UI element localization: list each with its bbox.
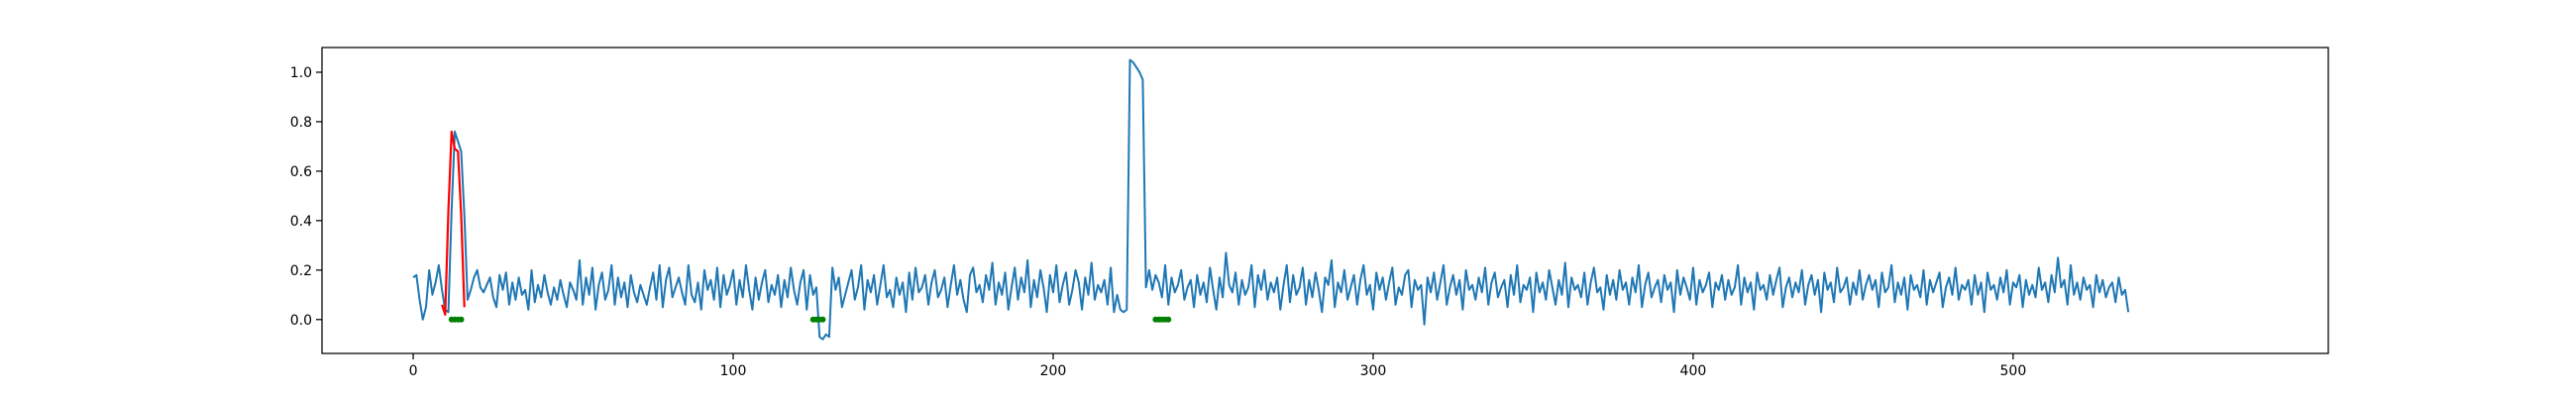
event-marker xyxy=(819,316,826,323)
y-tick-label: 0.4 xyxy=(290,214,312,230)
x-tick-label: 300 xyxy=(1360,363,1387,379)
y-tick-label: 0.0 xyxy=(290,313,312,329)
x-axis: 0 100 200 300 400 500 xyxy=(409,353,2027,379)
plot-marks xyxy=(412,58,2130,341)
event-marker xyxy=(458,316,465,323)
series-main-line xyxy=(412,58,2130,341)
x-tick-label: 200 xyxy=(1040,363,1067,379)
event-marker xyxy=(1165,316,1172,323)
y-tick-label: 0.2 xyxy=(290,263,312,279)
x-tick-label: 100 xyxy=(720,363,747,379)
axes-frame xyxy=(321,47,2329,354)
y-axis: 0.0 0.2 0.4 0.6 0.8 1.0 xyxy=(290,65,322,329)
x-tick-label: 0 xyxy=(409,363,418,379)
y-tick-label: 0.8 xyxy=(290,115,312,131)
x-tick-label: 500 xyxy=(2000,363,2027,379)
y-tick-label: 0.6 xyxy=(290,164,312,180)
y-tick-label: 1.0 xyxy=(290,65,312,81)
x-tick-label: 400 xyxy=(1680,363,1707,379)
series-highlight-line xyxy=(441,130,466,316)
